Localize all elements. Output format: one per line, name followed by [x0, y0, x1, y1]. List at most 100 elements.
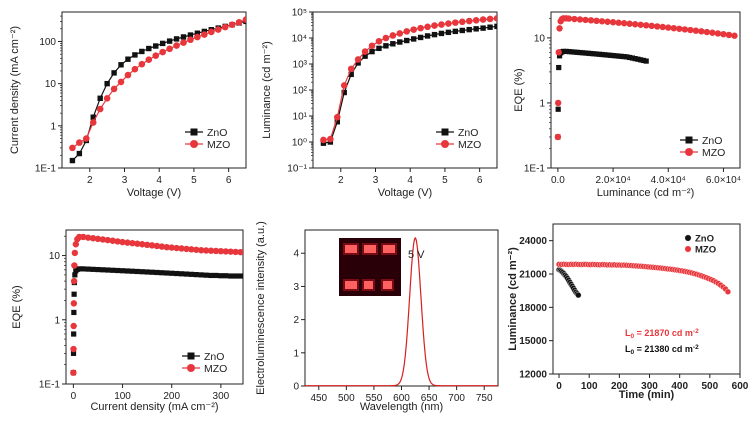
data-point: [198, 247, 205, 254]
data-point: [459, 27, 465, 34]
data-point: [632, 56, 638, 62]
data-point: [134, 240, 141, 247]
data-point: [90, 114, 96, 120]
legend-label-mzo: MZO: [695, 245, 716, 256]
data-point: [100, 267, 106, 273]
data-point: [609, 19, 617, 26]
lit-pixel: [383, 281, 392, 289]
data-point: [115, 267, 121, 274]
data-point: [180, 34, 187, 40]
y-tick-label: 10⁵: [292, 8, 307, 19]
data-point: [76, 139, 83, 146]
y-tick-label: 0: [293, 382, 299, 393]
data-point: [110, 85, 118, 93]
data-point: [681, 26, 689, 33]
l0-annotation: L0 = 21380 cd m-2: [625, 344, 699, 356]
y-axis-label: EQE (%): [11, 285, 23, 328]
y-tick-label: 1E-1: [35, 164, 57, 175]
x-tick-label: 500: [701, 381, 718, 392]
data-point: [159, 270, 165, 276]
y-tick-label: 1E-1: [524, 164, 546, 175]
data-point: [85, 266, 91, 272]
y-tick-label: 10¹: [293, 112, 308, 123]
data-point: [94, 235, 102, 243]
data-point: [187, 32, 194, 38]
data-point: [725, 31, 733, 39]
chart-d: 0 100 200 300 1E-1 1 10 Current density (mA cm⁻…: [11, 229, 244, 413]
plot-frame: [552, 223, 741, 375]
data-point: [687, 26, 694, 34]
data-point: [173, 244, 180, 252]
data-point: [90, 266, 96, 272]
data-point: [438, 30, 445, 37]
chart-f: 0 100 200 300 400 500 600 12000 15000 18000 21000 2…: [507, 223, 749, 401]
data-point: [198, 272, 204, 278]
legend-label-mzo: MZO: [207, 139, 230, 151]
x-axis-label: Wavelength (nm): [360, 401, 443, 413]
data-point: [194, 30, 201, 36]
y-tick-label: 1E-1: [39, 380, 61, 391]
data-point: [569, 49, 575, 55]
y-tick-label: 10: [534, 33, 546, 44]
data-point: [103, 94, 111, 102]
data-point: [178, 271, 185, 277]
data-point: [494, 23, 497, 30]
legend-marker: [190, 128, 198, 136]
data-point: [72, 241, 80, 248]
data-point: [555, 49, 562, 56]
data-point: [164, 270, 170, 276]
l0-annotation: L0 = 21870 cd m-2: [625, 328, 699, 340]
data-point: [624, 54, 630, 60]
series-mzo: [320, 15, 497, 144]
data-point: [173, 36, 180, 42]
data-point: [166, 45, 173, 53]
data-point: [193, 246, 200, 253]
data-point: [565, 15, 573, 22]
y-tick-label: 3: [293, 282, 299, 293]
series-mzo: [69, 16, 246, 152]
legend-label-zno: ZnO: [695, 234, 714, 245]
data-point: [149, 269, 155, 275]
y-tick-label: 1: [50, 121, 56, 132]
x-tick-label: 6.0×10⁴: [706, 175, 741, 186]
data-point: [235, 18, 243, 26]
x-tick-label: 200: [611, 381, 628, 392]
data-point: [596, 51, 602, 57]
data-point: [369, 48, 375, 55]
x-tick-label: 5: [191, 175, 197, 186]
data-point: [327, 135, 334, 143]
legend-marker: [190, 140, 198, 148]
data-point: [604, 18, 611, 25]
data-point: [602, 52, 608, 58]
data-point: [670, 24, 677, 32]
y-tick-label: 21000: [519, 270, 547, 281]
y-tick-label: 18000: [519, 303, 547, 314]
data-point: [237, 248, 243, 256]
lit-pixel: [345, 245, 357, 253]
data-point: [582, 16, 589, 24]
data-point: [563, 48, 569, 54]
y-tick-label: 10³: [293, 60, 308, 71]
data-point: [571, 15, 578, 23]
x-tick-label: 100: [114, 391, 131, 402]
data-point: [183, 245, 190, 253]
data-point: [556, 64, 562, 71]
data-point: [698, 28, 705, 35]
plot-area: [70, 233, 243, 376]
x-axis-label: Luminance (cd m⁻²): [597, 187, 695, 199]
data-point: [152, 52, 160, 60]
x-tick-label: 6: [226, 175, 232, 186]
legend-marker: [684, 245, 692, 253]
chart-b: 2 3 4 5 6 10⁻¹ 10⁰ 10¹ 10² 10³ 10⁴ 10⁵ Voltage (V) Lu…: [261, 8, 498, 199]
legend-label-mzo: MZO: [702, 147, 725, 159]
data-point: [576, 16, 584, 23]
data-point: [438, 21, 445, 28]
lit-pixel: [383, 245, 395, 253]
legend-marker: [187, 352, 195, 360]
data-point: [228, 273, 234, 279]
legend-label-mzo: MZO: [458, 139, 481, 151]
y-tick-label: 100: [39, 37, 56, 48]
data-point: [221, 23, 229, 31]
lit-pixel: [345, 281, 357, 289]
data-point: [119, 268, 126, 274]
